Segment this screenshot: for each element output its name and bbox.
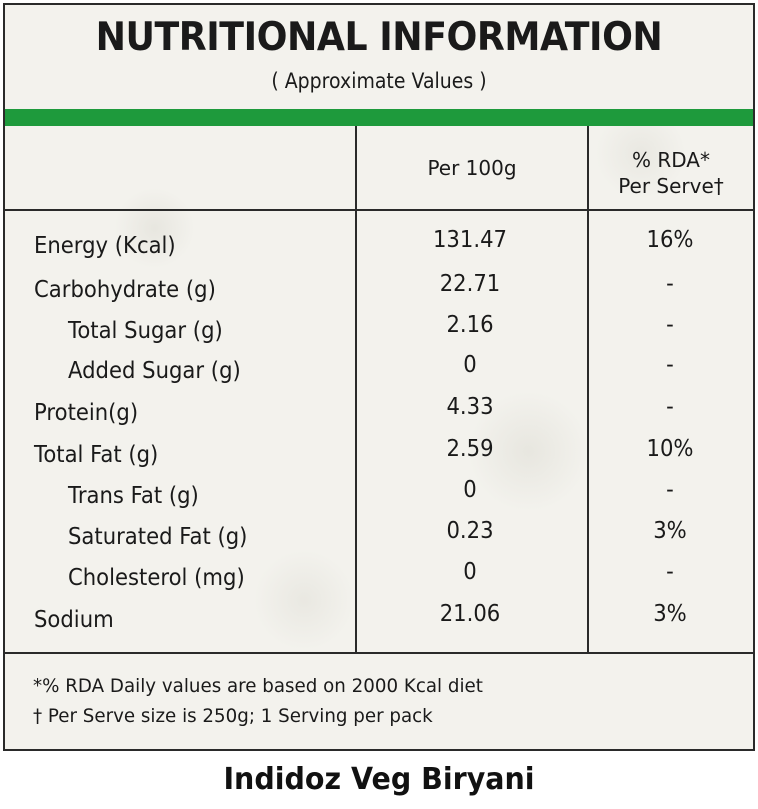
nutrient-value: 0 [463, 477, 477, 503]
nutrient-name: Total Sugar (g) [68, 318, 223, 344]
nutrient-value: 2.16 [446, 312, 494, 338]
label-title: NUTRITIONAL INFORMATION [95, 15, 663, 60]
column-header-rda-line1: % RDA* [632, 148, 710, 172]
nutrient-name: Saturated Fat (g) [68, 524, 248, 550]
table-row-saturated-fat: Saturated Fat (g) 0.23 3% [5, 518, 753, 558]
nutrient-value: 0 [463, 559, 477, 585]
nutrient-rda: - [666, 312, 674, 338]
table-row-added-sugar: Added Sugar (g) 0 - [5, 352, 753, 392]
table-row-energy: Energy (Kcal) 131.47 16% [5, 227, 753, 267]
nutrient-rda: - [666, 559, 674, 585]
nutrient-name: Protein(g) [34, 400, 139, 426]
nutrient-value: 2.59 [446, 436, 494, 462]
nutrient-name: Total Fat (g) [34, 442, 159, 468]
nutrient-value: 4.33 [446, 394, 494, 420]
nutrient-rda: - [666, 352, 674, 378]
footnote-divider [5, 652, 753, 654]
header-row-divider [5, 209, 753, 211]
footnote-rda: *% RDA Daily values are based on 2000 Kc… [33, 675, 483, 697]
nutrient-name: Added Sugar (g) [68, 358, 241, 384]
table-row-carbohydrate: Carbohydrate (g) 22.71 - [5, 271, 753, 311]
table-row-trans-fat: Trans Fat (g) 0 - [5, 477, 753, 517]
footnote-serving: † Per Serve size is 250g; 1 Serving per … [33, 705, 433, 727]
green-divider-bar [5, 109, 753, 126]
column-header-per-100g: Per 100g [427, 156, 517, 180]
nutrient-value: 0.23 [446, 518, 494, 544]
label-subtitle: ( Approximate Values ) [271, 69, 487, 93]
table-row-sodium: Sodium 21.06 3% [5, 601, 753, 641]
nutrient-name: Trans Fat (g) [68, 483, 199, 509]
nutrient-value: 21.06 [439, 601, 501, 627]
column-header-rda-line2: Per Serve† [618, 174, 724, 198]
nutrient-rda: 16% [646, 227, 694, 253]
nutrient-rda: 3% [653, 601, 687, 627]
product-caption: Indidoz Veg Biryani [223, 762, 535, 797]
nutrient-value: 0 [463, 352, 477, 378]
table-row-total-sugar: Total Sugar (g) 2.16 - [5, 312, 753, 352]
nutrient-rda: - [666, 394, 674, 420]
nutrient-rda: - [666, 271, 674, 297]
nutrient-value: 131.47 [432, 227, 508, 253]
nutrient-rda: - [666, 477, 674, 503]
nutrient-name: Cholesterol (mg) [68, 565, 245, 591]
table-row-cholesterol: Cholesterol (mg) 0 - [5, 559, 753, 599]
nutrient-name: Sodium [34, 607, 114, 633]
table-row-protein: Protein(g) 4.33 - [5, 394, 753, 434]
nutrient-rda: 3% [653, 518, 687, 544]
nutrient-name: Energy (Kcal) [34, 233, 176, 259]
column-divider-right [587, 126, 589, 653]
nutrient-value: 22.71 [439, 271, 501, 297]
nutrition-label-card: NUTRITIONAL INFORMATION ( Approximate Va… [3, 3, 755, 751]
nutrient-rda: 10% [646, 436, 694, 462]
nutrient-name: Carbohydrate (g) [34, 277, 216, 303]
table-row-total-fat: Total Fat (g) 2.59 10% [5, 436, 753, 476]
column-divider-left [355, 126, 357, 653]
